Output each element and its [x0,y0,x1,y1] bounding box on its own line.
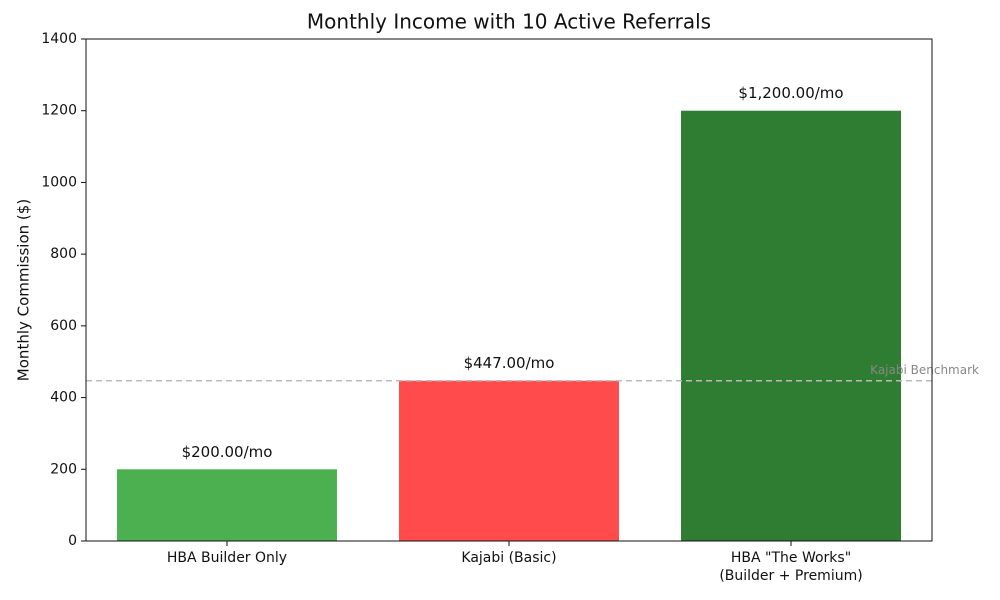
value-label: $200.00/mo [182,443,273,461]
y-tick-label: 1000 [41,174,77,190]
y-tick-label: 1200 [41,103,77,119]
bar [117,469,337,541]
value-label: $447.00/mo [464,354,555,372]
x-tick-label: Kajabi (Basic) [461,550,556,566]
x-tick-label: HBA Builder Only [167,550,287,566]
y-tick-label: 600 [50,318,77,334]
y-tick-label: 400 [50,390,77,406]
x-tick-label: HBA "The Works" (Builder + Premium) [719,550,862,584]
chart-title: Monthly Income with 10 Active Referrals [307,10,711,34]
bar [399,380,619,541]
y-tick-label: 1400 [41,31,77,47]
y-axis-label: Monthly Commission ($) [15,199,33,381]
value-label: $1,200.00/mo [738,84,843,102]
y-tick-label: 200 [50,461,77,477]
bar [681,110,901,541]
reference-label: Kajabi Benchmark [870,363,979,377]
y-tick-label: 800 [50,246,77,262]
y-tick-label: 0 [68,533,77,549]
plot-frame [85,38,933,542]
